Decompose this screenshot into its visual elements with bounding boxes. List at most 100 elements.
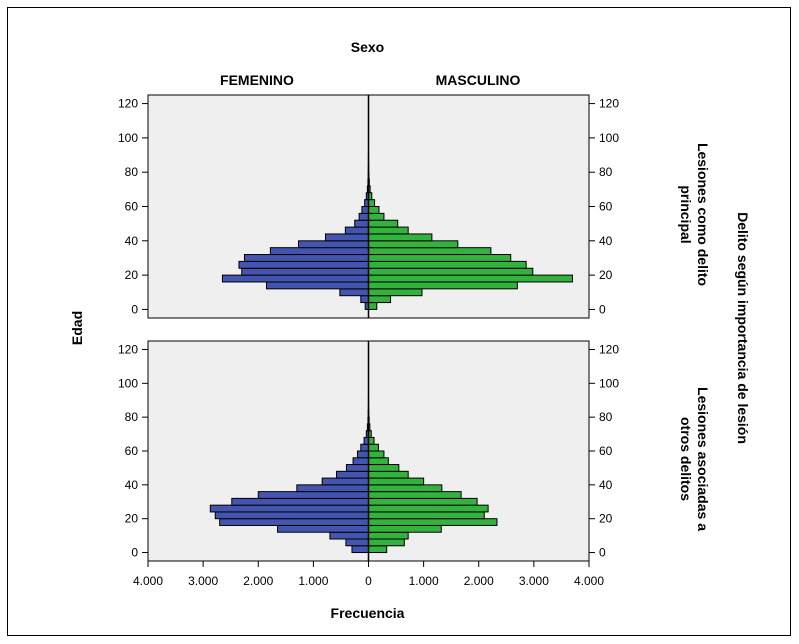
male-bar [368,524,442,533]
male-bar [368,518,498,526]
male-bar [368,206,380,214]
x-tick-label: 1.000 [298,574,328,588]
female-bar [257,491,369,499]
female-bar [321,477,370,486]
x-tick-label: 2.000 [243,574,273,588]
female-bar [296,484,369,493]
y-tick-label-left: 0 [131,546,138,560]
y-tick-label-right: 40 [599,234,613,248]
female-bar [277,524,370,533]
female-bar [336,470,369,479]
female-bar [219,518,369,526]
x-axis-title: Frecuencia [331,605,405,621]
y-tick-label-right: 100 [599,131,619,145]
female-bar [361,206,370,214]
female-bar [243,254,369,262]
y-tick-label-right: 60 [599,444,613,458]
male-bar [368,295,392,304]
male-bar [368,233,433,242]
male-bar [368,288,423,297]
male-bar [368,470,409,479]
y-tick-label-left: 0 [131,302,138,316]
y-tick-label-left: 100 [118,376,138,390]
female-bar [325,233,370,242]
female-bar [238,260,369,269]
y-axis-title: Edad [69,311,85,345]
female-bar [266,281,369,290]
y-tick-label-right: 120 [599,342,619,356]
female-bar [297,240,369,249]
male-bar [368,504,489,513]
male-bar [368,302,378,310]
x-tick-label: 3.000 [188,574,218,588]
female-bar [351,545,369,554]
male-bar [368,545,388,554]
male-bar [368,491,462,499]
male-bar [368,538,405,547]
y-tick-label-right: 60 [599,200,613,214]
x-tick-label: 4.000 [133,574,163,588]
x-tick-label: 4.000 [574,574,604,588]
male-bar [368,511,485,520]
female-bar [329,531,370,540]
female-bar [352,457,370,466]
male-bar [368,450,385,459]
y-tick-label-left: 80 [125,410,139,424]
y-tick-label-left: 100 [118,131,138,145]
column-label-female: FEMENINO [220,72,294,88]
y-tick-label-right: 20 [599,512,613,526]
panel-header-title: Sexo [351,39,384,55]
x-tick-label: 0 [365,574,372,588]
panel-2: 0 0 20 20 40 40 60 60 80 80 100 100 120 120 Lesiones a… [118,340,711,562]
x-tick-label: 1.000 [409,574,439,588]
female-bar [339,288,369,297]
y-tick-label-left: 20 [125,512,139,526]
row-group-title: Delito según importancia de lesión [735,212,751,444]
female-bar [345,538,369,547]
female-bar [354,219,369,228]
male-bar [368,267,534,276]
y-tick-label-left: 40 [125,478,139,492]
y-tick-label-right: 0 [599,546,606,560]
female-bar [345,464,370,472]
panels-layer: 0 0 20 20 40 40 60 60 80 80 100 100 120 120 Lesiones c… [118,94,711,562]
y-tick-label-left: 60 [125,200,139,214]
male-bar [368,436,375,445]
female-bar [214,511,369,520]
y-tick-label-right: 120 [599,97,619,111]
column-label-male: MASCULINO [436,72,521,88]
male-bar [368,219,399,228]
male-bar [368,281,518,290]
male-bar [368,247,492,256]
row-label: Lesiones como delitoprincipal [678,143,711,286]
row-label: Lesiones asociadas aotros delitos [678,387,711,531]
male-bar [368,531,409,540]
male-bar [368,212,385,221]
female-bar [360,443,370,452]
y-tick-label-right: 80 [599,410,613,424]
female-bar [344,226,370,235]
female-bar [221,274,369,283]
female-bar [269,247,369,256]
female-bar [209,504,369,513]
male-bar [368,226,409,235]
male-bar [368,457,389,466]
male-bar [368,464,400,472]
y-tick-label-left: 120 [118,97,138,111]
y-tick-label-left: 20 [125,268,139,282]
y-tick-label-right: 80 [599,165,613,179]
y-tick-label-right: 100 [599,376,619,390]
x-axis: 4.000 3.000 2.000 1.000 0 1.000 2.000 3.000 4.00… [133,561,604,588]
y-tick-label-left: 80 [125,165,139,179]
male-bar [368,497,478,506]
male-bar [368,199,376,207]
y-tick-label-left: 120 [118,342,138,356]
y-tick-label-left: 40 [125,234,139,248]
male-bar [368,254,512,262]
male-bar [368,240,459,249]
male-bar [368,443,379,452]
x-tick-label: 3.000 [519,574,549,588]
panel-1: 0 0 20 20 40 40 60 60 80 80 100 100 120 120 Lesiones c… [118,94,711,319]
y-tick-label-right: 0 [599,302,606,316]
